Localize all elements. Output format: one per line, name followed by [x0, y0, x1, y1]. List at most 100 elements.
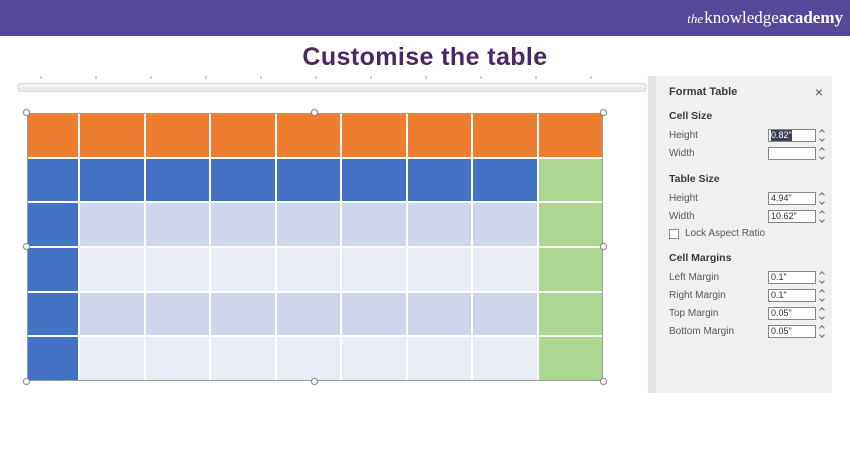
table-cell[interactable]: [145, 158, 209, 202]
spinner-arrows[interactable]: [817, 128, 826, 142]
spinner-down-icon[interactable]: [818, 313, 825, 320]
spinbox-input[interactable]: 0.82": [768, 128, 816, 142]
selection-handle-bottom-right[interactable]: [600, 378, 607, 385]
table-cell[interactable]: [276, 114, 340, 157]
table-cell[interactable]: [407, 158, 471, 202]
table-cell[interactable]: [473, 292, 537, 336]
spinbox-input[interactable]: 0.05": [768, 306, 816, 320]
table-cell[interactable]: [473, 203, 537, 246]
spinner-down-icon[interactable]: [818, 198, 825, 205]
table-cell[interactable]: [28, 337, 78, 380]
table-cell[interactable]: [342, 114, 406, 157]
table-cell[interactable]: [342, 337, 406, 380]
spinner-arrows[interactable]: [817, 324, 826, 338]
table-cell[interactable]: [276, 248, 340, 291]
spinner-arrows[interactable]: [817, 288, 826, 302]
table-cell[interactable]: [145, 292, 209, 336]
spinner-up-icon[interactable]: [818, 324, 825, 331]
spinner-arrows[interactable]: [817, 209, 826, 223]
table-cell[interactable]: [538, 292, 602, 336]
table-cell[interactable]: [407, 292, 471, 336]
table-cell[interactable]: [211, 203, 275, 246]
table-cell[interactable]: [473, 158, 537, 202]
spinner-arrows[interactable]: [817, 270, 826, 284]
table-cell[interactable]: [211, 292, 275, 336]
table-cell[interactable]: [473, 114, 537, 157]
spinner-up-icon[interactable]: [818, 270, 825, 277]
table-cell[interactable]: [407, 114, 471, 157]
table-cell[interactable]: [276, 337, 340, 380]
spinner-down-icon[interactable]: [818, 135, 825, 142]
table-cell[interactable]: [342, 248, 406, 291]
table-cell[interactable]: [80, 292, 144, 336]
table-cell[interactable]: [473, 337, 537, 380]
table-cell[interactable]: [145, 337, 209, 380]
table-cell[interactable]: [28, 114, 78, 157]
table-cell[interactable]: [211, 158, 275, 202]
spinner-arrows[interactable]: [817, 191, 826, 205]
table-cell[interactable]: [211, 114, 275, 157]
spinbox-input[interactable]: 0.1": [768, 270, 816, 284]
spinner-up-icon[interactable]: [818, 209, 825, 216]
spinner-up-icon[interactable]: [818, 191, 825, 198]
field-label: Height: [669, 192, 698, 204]
spinbox-input[interactable]: 4.94": [768, 191, 816, 205]
table-cell[interactable]: [276, 158, 340, 202]
table-cell[interactable]: [80, 114, 144, 157]
table-cell[interactable]: [538, 158, 602, 202]
selection-handle-top-center[interactable]: [311, 109, 318, 116]
selection-handle-bottom-center[interactable]: [311, 378, 318, 385]
table-cell[interactable]: [80, 203, 144, 246]
spinner-up-icon[interactable]: [818, 146, 825, 153]
table-cell[interactable]: [145, 248, 209, 291]
spinbox-input[interactable]: 0.1": [768, 288, 816, 302]
spinner-arrows[interactable]: [817, 146, 826, 160]
table-cell[interactable]: [342, 158, 406, 202]
spinner-up-icon[interactable]: [818, 128, 825, 135]
spinner-down-icon[interactable]: [818, 153, 825, 160]
spinner-arrows[interactable]: [817, 306, 826, 320]
table-cell[interactable]: [342, 292, 406, 336]
table-cell[interactable]: [145, 114, 209, 157]
spinner-up-icon[interactable]: [818, 306, 825, 313]
table-cell[interactable]: [28, 203, 78, 246]
lock-aspect-ratio-checkbox[interactable]: [669, 228, 679, 239]
spinbox-input[interactable]: 10.62": [768, 209, 816, 223]
table-cell[interactable]: [538, 337, 602, 380]
spinbox-input[interactable]: 0.05": [768, 324, 816, 338]
selection-handle-top-left[interactable]: [23, 109, 30, 116]
table-cell[interactable]: [407, 248, 471, 291]
table-cell[interactable]: [538, 203, 602, 246]
horizontal-scrollbar[interactable]: [17, 83, 647, 92]
table-cell[interactable]: [80, 337, 144, 380]
table-cell[interactable]: [80, 248, 144, 291]
table-cell[interactable]: [28, 292, 78, 336]
table-cell[interactable]: [145, 203, 209, 246]
table-cell[interactable]: [276, 292, 340, 336]
table-cell[interactable]: [473, 248, 537, 291]
spinbox-input[interactable]: [768, 146, 816, 160]
spinner-up-icon[interactable]: [818, 288, 825, 295]
table-cell[interactable]: [276, 203, 340, 246]
spinner-down-icon[interactable]: [818, 277, 825, 284]
selection-handle-middle-left[interactable]: [23, 243, 30, 250]
table-cell[interactable]: [80, 158, 144, 202]
table-cell[interactable]: [538, 248, 602, 291]
table-cell[interactable]: [211, 248, 275, 291]
table-cell[interactable]: [342, 203, 406, 246]
table-cell[interactable]: [407, 337, 471, 380]
spinner-down-icon[interactable]: [818, 331, 825, 338]
slide-table[interactable]: [23, 109, 607, 385]
table-cell[interactable]: [407, 203, 471, 246]
spinbox-value: 0.1": [771, 289, 787, 300]
spinner-down-icon[interactable]: [818, 295, 825, 302]
spinner-down-icon[interactable]: [818, 216, 825, 223]
selection-handle-middle-right[interactable]: [600, 243, 607, 250]
selection-handle-bottom-left[interactable]: [23, 378, 30, 385]
table-cell[interactable]: [211, 337, 275, 380]
selection-handle-top-right[interactable]: [600, 109, 607, 116]
table-cell[interactable]: [28, 248, 78, 291]
table-cell[interactable]: [28, 158, 78, 202]
table-cell[interactable]: [538, 114, 602, 157]
close-icon[interactable]: ×: [814, 84, 823, 100]
